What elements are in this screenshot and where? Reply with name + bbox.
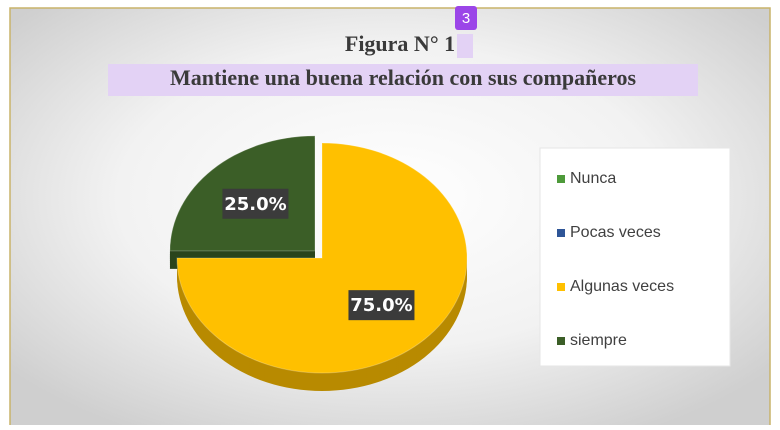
legend-box bbox=[539, 147, 731, 367]
value-label: 25.0% bbox=[224, 194, 286, 215]
chart-subtitle: Mantiene una buena relación con sus comp… bbox=[170, 65, 637, 90]
legend-swatch bbox=[557, 175, 565, 183]
legend-label: Algunas veces bbox=[570, 278, 674, 295]
legend-swatch bbox=[557, 283, 565, 291]
title-highlight bbox=[457, 34, 473, 58]
legend-label: Nunca bbox=[570, 170, 616, 187]
value-label-box bbox=[348, 290, 415, 321]
value-label: 75.0% bbox=[350, 295, 412, 316]
legend: Nunca Pocas veces Algunas veces siempre bbox=[557, 170, 674, 349]
subtitle-highlight bbox=[108, 64, 698, 96]
legend-label: Pocas veces bbox=[570, 224, 661, 241]
pie: 75.0% 25.0% bbox=[169, 135, 468, 391]
chart-title: Figura N° 1 bbox=[345, 31, 455, 56]
legend-swatch bbox=[557, 337, 565, 345]
legend-swatch bbox=[557, 229, 565, 237]
annotation-badge bbox=[455, 6, 477, 30]
annotation-text: 3 bbox=[462, 10, 470, 27]
value-label-box bbox=[222, 188, 289, 219]
legend-label: siempre bbox=[570, 332, 627, 349]
